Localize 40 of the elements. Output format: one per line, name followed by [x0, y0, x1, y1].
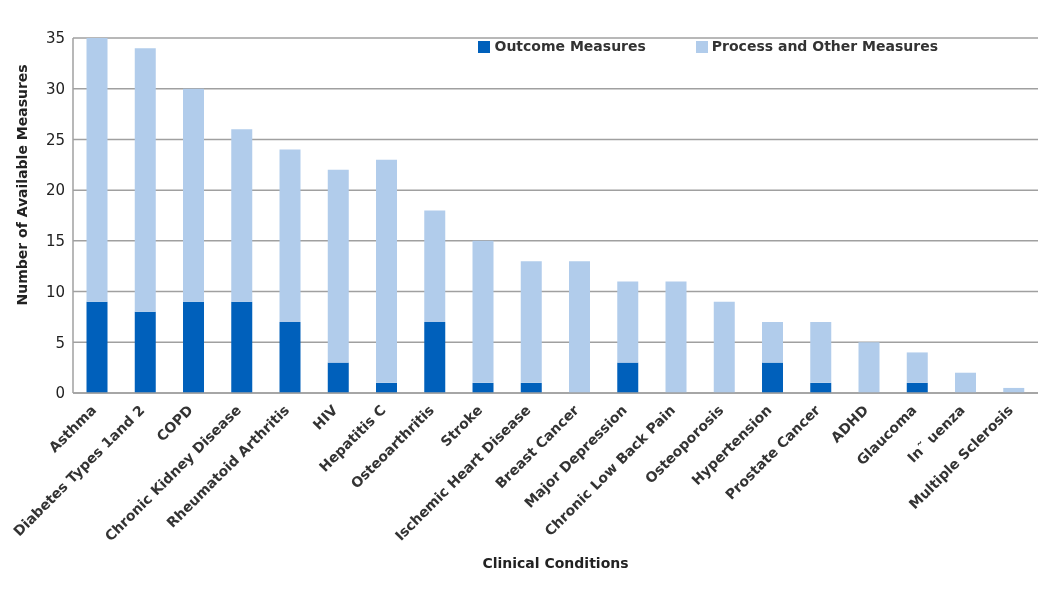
bar [617, 281, 639, 363]
x-axis-title: Clinical Conditions [482, 555, 629, 571]
bar [762, 322, 784, 363]
y-tick-label: 15 [45, 232, 65, 251]
bar [86, 301, 108, 393]
bar [327, 169, 349, 363]
bar [424, 210, 446, 322]
bar [424, 322, 446, 393]
bar [713, 301, 735, 393]
bar [183, 301, 205, 393]
y-tick-label: 20 [45, 181, 65, 200]
bar [134, 311, 156, 393]
bar [762, 362, 784, 393]
y-tick-label: 35 [45, 29, 65, 48]
legend-label: Process and Other Measures [711, 38, 938, 54]
bar [279, 322, 301, 393]
bar [279, 149, 301, 322]
bar [858, 342, 880, 393]
bar [327, 362, 349, 393]
bar [86, 38, 108, 302]
bar [231, 301, 253, 393]
y-tick-label: 25 [45, 130, 65, 149]
bar [665, 281, 687, 393]
bar [617, 362, 639, 393]
y-tick-label: 30 [45, 80, 65, 99]
bar [183, 88, 205, 302]
bar [376, 159, 398, 383]
bar [134, 48, 156, 312]
bar [569, 261, 591, 393]
y-tick-label: 10 [45, 282, 65, 301]
bar [955, 372, 977, 393]
bar [810, 322, 832, 383]
bar [231, 129, 253, 302]
bar [472, 240, 494, 383]
bar [906, 352, 928, 383]
bar [520, 261, 542, 383]
y-tick-label: 0 [55, 384, 65, 403]
y-axis-title: Number of Available Measures [13, 64, 30, 306]
y-tick-label: 5 [55, 333, 65, 352]
legend-label: Outcome Measures [494, 38, 646, 54]
